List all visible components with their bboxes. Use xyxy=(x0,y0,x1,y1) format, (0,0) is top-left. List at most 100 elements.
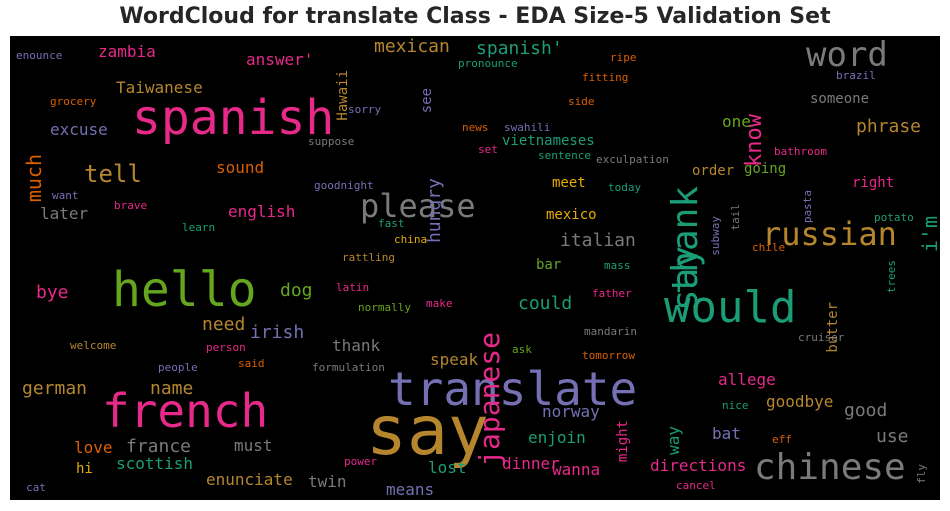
word-scottish: scottish xyxy=(116,454,194,473)
word-brazil: brazil xyxy=(836,69,876,82)
word-order: order xyxy=(692,163,735,179)
word-people: people xyxy=(158,361,198,374)
word-could: could xyxy=(518,293,573,314)
word-make: make xyxy=(426,297,453,310)
word-spanish: spanish' xyxy=(476,38,563,59)
word-norway: norway xyxy=(542,402,600,421)
word-france: france xyxy=(126,436,192,457)
word-welcome: welcome xyxy=(70,339,117,352)
word-latin: latin xyxy=(336,281,370,294)
word-cruiser: cruiser xyxy=(798,331,845,344)
word-tell: tell xyxy=(84,160,142,188)
word-english: english xyxy=(228,202,296,221)
word-tomorrow: tomorrow xyxy=(582,349,635,362)
word-later: later xyxy=(40,204,89,223)
word-spanish: spanish xyxy=(132,90,335,146)
word-learn: learn xyxy=(182,221,216,234)
word-speak: speak xyxy=(430,350,479,369)
word-exculpation: exculpation xyxy=(596,153,669,166)
word-side: side xyxy=(568,95,595,108)
word-irish: irish xyxy=(250,322,305,343)
word-formulation: formulation xyxy=(312,361,385,374)
word-see: see xyxy=(419,88,435,114)
word-goodbye: goodbye xyxy=(766,392,834,411)
word-translate: translate xyxy=(388,362,638,416)
word-person: person xyxy=(206,341,246,354)
word-use: use xyxy=(876,426,909,447)
word-cancel: cancel xyxy=(676,479,716,492)
word-sentence: sentence xyxy=(538,149,591,162)
word-directions: directions xyxy=(650,456,747,475)
word-right: right xyxy=(852,175,895,191)
word-father: father xyxy=(592,287,632,300)
word-excuse: excuse xyxy=(50,120,108,139)
wordcloud-canvas: say translate french spanish hello would chine… xyxy=(10,36,940,500)
word-zambia: zambia xyxy=(98,42,156,61)
word-trees: trees xyxy=(885,260,898,294)
word-mandarin: mandarin xyxy=(584,325,637,338)
word-enjoin: enjoin xyxy=(528,428,586,447)
word-suppose: suppose xyxy=(308,135,355,148)
word-twin: twin xyxy=(308,472,347,491)
word-chile: chile xyxy=(752,241,786,254)
word-japanese: japanese xyxy=(473,332,506,467)
word-brave: brave xyxy=(114,199,148,212)
word-eff: eff xyxy=(772,433,792,446)
word-meet: meet xyxy=(552,175,586,191)
word-chinese: chinese xyxy=(754,447,906,488)
word-mass: mass xyxy=(604,259,631,272)
word-word: word xyxy=(806,36,888,75)
word-lost: lost xyxy=(428,458,467,477)
word-bye: bye xyxy=(36,282,69,303)
word-dog: dog xyxy=(280,280,313,301)
word-enunciate: enunciate xyxy=(206,470,293,489)
word-love: love xyxy=(74,438,113,457)
word-cat: cat xyxy=(26,481,46,494)
word-bar: bar xyxy=(536,257,562,273)
word-potato: potato xyxy=(874,211,914,224)
word-hungry: hungry xyxy=(424,178,445,244)
chart-title: WordCloud for translate Class - EDA Size… xyxy=(119,4,831,29)
word-tail: tail xyxy=(729,204,742,231)
word-russian: russian xyxy=(762,215,897,253)
word-vietnameses: vietnameses xyxy=(502,133,595,149)
word-need: need xyxy=(202,314,246,335)
word-news: news xyxy=(462,121,489,134)
word-dinner: dinner xyxy=(502,454,560,473)
word-normally: normally xyxy=(358,301,411,314)
word-power: power xyxy=(344,455,378,468)
word-fly: fly xyxy=(915,464,928,484)
word-please: please xyxy=(360,187,476,225)
word-taiwanese: Taiwanese xyxy=(116,78,203,97)
word-phrase: phrase xyxy=(856,116,922,137)
word-pasta: pasta xyxy=(801,190,814,224)
word-grocery: grocery xyxy=(50,95,97,108)
word-good: good xyxy=(844,400,888,421)
word-answer: answer' xyxy=(246,50,314,69)
word-say: say xyxy=(366,392,489,471)
word-ask: ask xyxy=(512,343,532,356)
word-wanna: wanna xyxy=(552,460,601,479)
word-china: china xyxy=(394,233,428,246)
word-thank: thank xyxy=(665,186,706,295)
word-someone: someone xyxy=(810,91,870,107)
word-french: french xyxy=(102,384,269,438)
word-mexican: mexican xyxy=(374,36,450,57)
word-name: name xyxy=(150,378,194,399)
word-german: german xyxy=(22,378,88,399)
word-sorry: sorry xyxy=(348,103,382,116)
word-subway: subway xyxy=(709,216,722,256)
word-goodnight: goodnight xyxy=(314,179,374,192)
word-want: want xyxy=(52,189,79,202)
word-much: much xyxy=(22,154,46,203)
word-nice: nice xyxy=(722,399,749,412)
word-mexico: mexico xyxy=(546,207,597,223)
word-sound: sound xyxy=(216,158,265,177)
word-way: way xyxy=(664,426,683,455)
word-enounce: enounce xyxy=(16,49,63,62)
word-pronounce: pronounce xyxy=(458,57,518,70)
word-hi: hi xyxy=(76,461,93,477)
word-said: said xyxy=(238,357,265,370)
word-italian: italian xyxy=(560,230,636,251)
word-set: set xyxy=(478,143,498,156)
